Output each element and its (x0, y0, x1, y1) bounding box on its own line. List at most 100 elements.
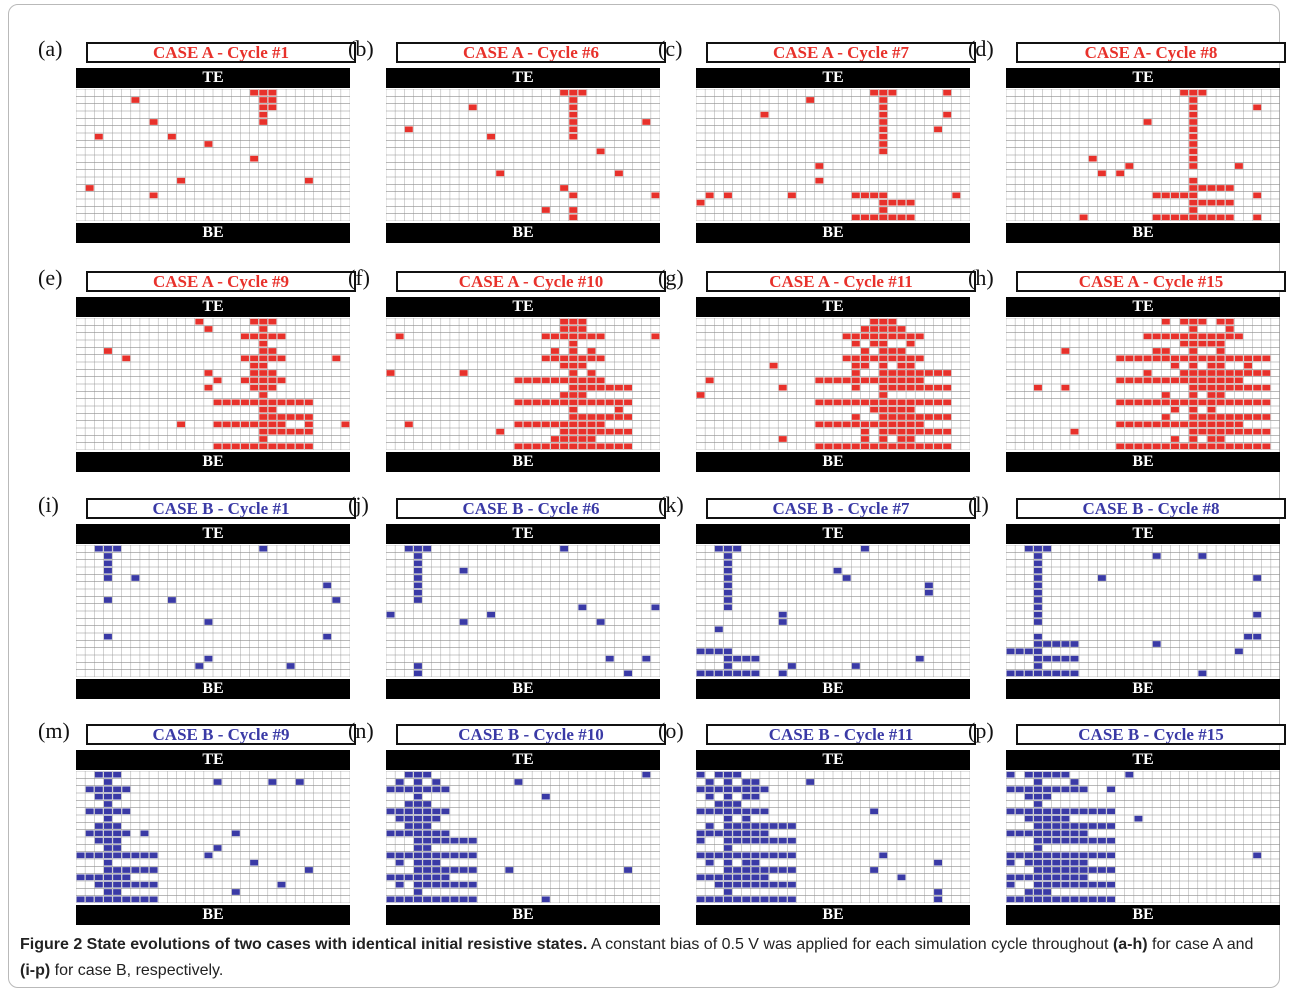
conductive-cell (1253, 575, 1262, 581)
conductive-cell (1207, 384, 1216, 391)
conductive-cell (1189, 141, 1198, 147)
conductive-cell (1061, 830, 1070, 837)
cell-grid-svg (1006, 89, 1280, 221)
conductive-cell (432, 830, 441, 837)
panel-i: (i) CASE B - Cycle #1 TE BE (38, 492, 368, 713)
conductive-cell (104, 881, 112, 888)
conductive-cell (441, 874, 450, 881)
conductive-cell (560, 355, 569, 362)
panel-title: CASE A - Cycle #9 (86, 271, 356, 292)
conductive-cell (1116, 421, 1125, 428)
conductive-cell (1107, 896, 1115, 903)
conductive-cell (250, 384, 259, 391)
conductive-cell (906, 399, 915, 406)
conductive-cell (769, 867, 778, 873)
conductive-cell (1070, 837, 1079, 844)
conductive-cell (1125, 399, 1134, 406)
conductive-cell (149, 119, 158, 125)
conductive-cell (569, 362, 578, 369)
conductive-cell (833, 421, 842, 428)
conductive-cell (1189, 370, 1198, 376)
conductive-cell (1134, 355, 1143, 362)
conductive-cell (624, 399, 632, 406)
conductive-cell (241, 421, 249, 428)
conductive-cell (304, 421, 313, 428)
conductive-cell (724, 553, 732, 559)
conductive-cell (259, 392, 268, 398)
conductive-cell (1253, 399, 1262, 406)
conductive-cell (1244, 633, 1252, 640)
conductive-cell (724, 896, 732, 903)
conductive-cell (1180, 192, 1189, 199)
conductive-cell (1070, 859, 1079, 866)
conductive-cell (1107, 837, 1115, 844)
conductive-cell (842, 421, 851, 428)
conductive-cell (496, 170, 505, 177)
conductive-cell (104, 597, 112, 603)
conductive-cell (1043, 881, 1052, 888)
conductive-cell (1024, 889, 1033, 895)
conductive-cell (733, 837, 742, 844)
conductive-cell (1189, 119, 1198, 125)
cell-grid (386, 545, 660, 677)
conductive-cell (724, 655, 732, 662)
conductive-cell (897, 428, 906, 435)
conductive-cell (888, 414, 897, 420)
conductive-cell (915, 428, 924, 435)
conductive-cell (532, 377, 541, 384)
conductive-cell (714, 648, 723, 655)
conductive-cell (386, 786, 395, 793)
conductive-cell (696, 771, 705, 778)
conductive-cell (204, 619, 213, 625)
conductive-cell (423, 837, 432, 844)
cell-grid (1006, 771, 1280, 903)
conductive-cell (304, 177, 313, 184)
conductive-cell (1079, 808, 1088, 815)
conductive-cell (1043, 874, 1052, 881)
conductive-cell (724, 852, 732, 859)
conductive-cell (1052, 655, 1061, 662)
conductive-cell (769, 362, 778, 369)
conductive-cell (751, 867, 760, 873)
conductive-cell (1043, 793, 1052, 800)
conductive-cell (824, 399, 833, 406)
conductive-cell (131, 575, 140, 581)
conductive-cell (259, 384, 268, 391)
conductive-cell (560, 443, 569, 450)
conductive-cell (1107, 881, 1115, 888)
panel-letter: (a) (38, 36, 63, 61)
caption-range-a: (a-h) (1112, 936, 1148, 953)
conductive-cell (1034, 786, 1042, 793)
conductive-cell (1024, 830, 1033, 837)
conductive-cell (714, 786, 723, 793)
conductive-cell (861, 362, 869, 369)
conductive-cell (1207, 370, 1216, 376)
conductive-cell (423, 867, 432, 873)
conductive-cell (888, 199, 897, 206)
conductive-cell (879, 355, 888, 362)
conductive-cell (1034, 633, 1042, 640)
conductive-cell (1234, 384, 1243, 391)
conductive-cell (277, 377, 286, 384)
conductive-cell (386, 852, 395, 859)
conductive-cell (897, 384, 906, 391)
conductive-cell (879, 377, 888, 384)
conductive-cell (760, 852, 769, 859)
conductive-cell (870, 192, 879, 199)
cell-grid-svg (76, 89, 350, 221)
conductive-cell (1198, 670, 1207, 677)
conductive-cell (113, 837, 122, 844)
conductive-cell (1024, 896, 1033, 903)
conductive-cell (304, 399, 313, 406)
conductive-cell (1180, 340, 1189, 347)
panel-letter: (n) (348, 718, 374, 743)
conductive-cell (651, 333, 660, 340)
conductive-cell (1216, 318, 1225, 325)
conductive-cell (861, 443, 869, 450)
conductive-cell (414, 881, 422, 888)
conductive-cell (1253, 355, 1262, 362)
conductive-cell (1143, 443, 1152, 450)
panel-title: CASE B - Cycle #11 (706, 724, 976, 745)
conductive-cell (414, 896, 422, 903)
conductive-cell (888, 318, 897, 325)
